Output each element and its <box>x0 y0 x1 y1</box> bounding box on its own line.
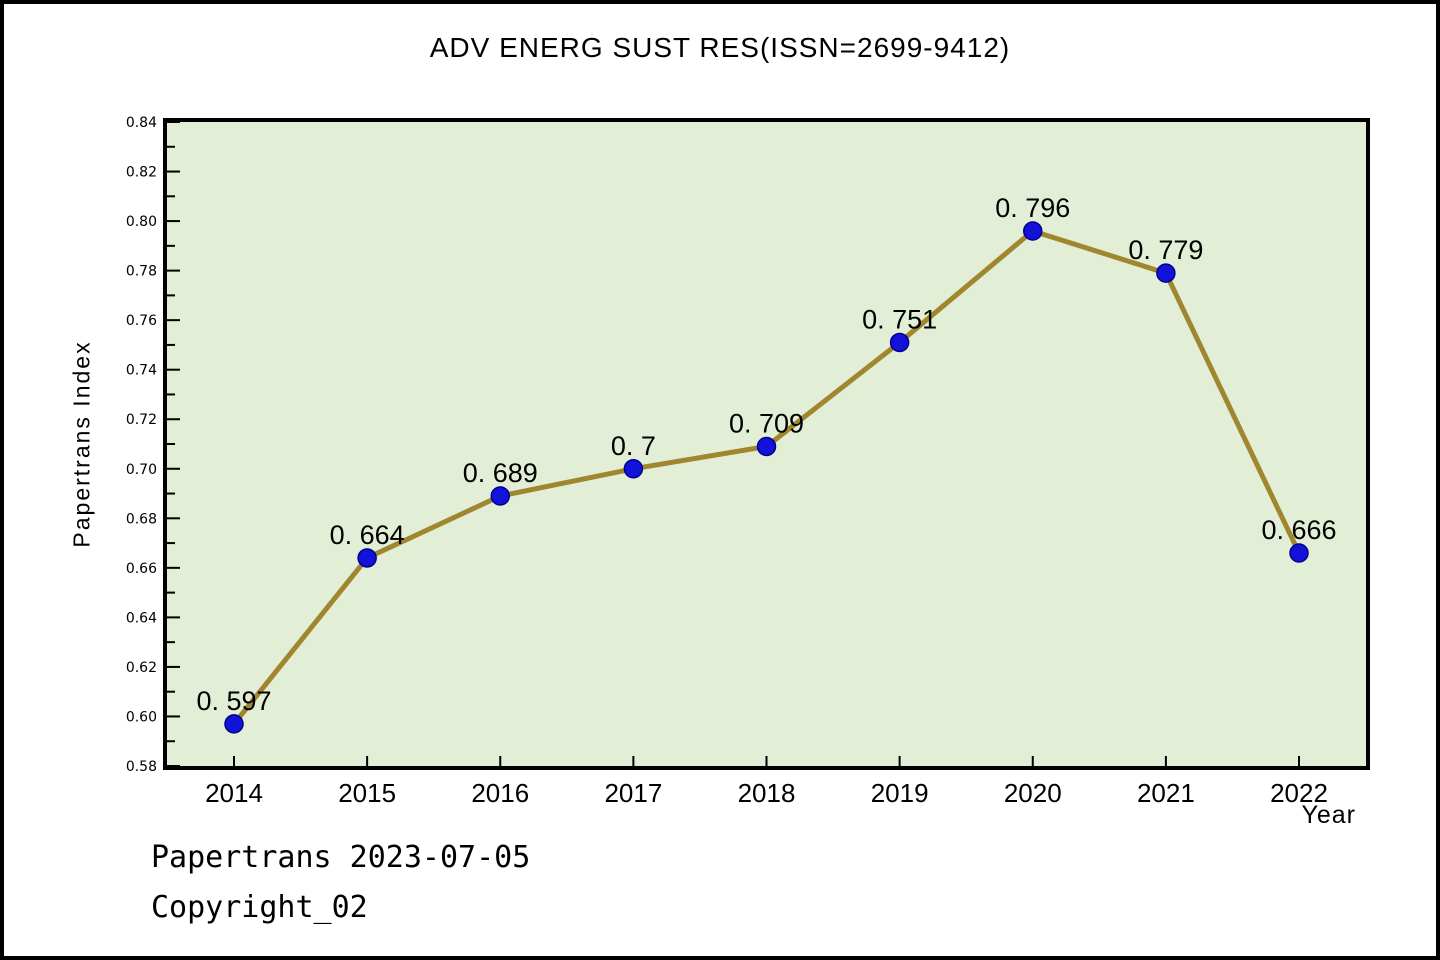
y-tick-label: 0.84 <box>126 115 157 131</box>
data-point <box>623 459 644 479</box>
data-point-label: 0. 796 <box>995 193 1070 223</box>
data-point <box>1023 221 1043 241</box>
x-tick-label: 2016 <box>471 778 529 808</box>
data-point <box>889 332 910 353</box>
y-tick-label: 0.64 <box>126 610 157 626</box>
data-point <box>224 714 244 734</box>
data-point-label: 0. 751 <box>862 304 937 334</box>
x-tick-label: 2015 <box>338 778 396 808</box>
y-tick-label: 0.82 <box>126 165 157 181</box>
data-point-label: 0. 666 <box>1261 515 1336 545</box>
y-tick-label: 0.62 <box>126 660 157 676</box>
x-tick-label: 2014 <box>205 778 263 808</box>
footer-date: Papertrans 2023-07-05 <box>151 840 531 875</box>
x-tick-label: 2020 <box>1004 778 1062 808</box>
data-point-label: 0. 664 <box>330 520 405 550</box>
data-point <box>1289 543 1309 563</box>
y-tick-label: 0.70 <box>126 462 157 478</box>
chart-svg: 0.58 0.60 0.62 0.64 0.66 0.68 0.70 0.72 0.74 0.76… <box>126 115 1366 808</box>
y-tick-label: 0.74 <box>126 363 157 379</box>
y-tick-label: 0.68 <box>126 511 157 527</box>
data-point <box>357 548 377 568</box>
x-tick-label: 2019 <box>871 778 929 808</box>
y-tick-label: 0.72 <box>126 412 157 428</box>
y-axis-label: Papertrans Index <box>68 340 95 548</box>
plot-area: 0.58 0.60 0.62 0.64 0.66 0.68 0.70 0.72 0.74 0.76… <box>126 115 1370 808</box>
data-point-label: 0. 689 <box>463 458 538 488</box>
data-point <box>1156 263 1176 283</box>
y-tick-label: 0.80 <box>126 214 157 230</box>
x-axis-label: Year <box>1301 801 1356 829</box>
data-point-label: 0. 779 <box>1128 235 1203 265</box>
data-point-label: 0. 7 <box>611 431 656 461</box>
y-tick-label: 0.58 <box>126 759 157 775</box>
y-tick-label: 0.66 <box>126 561 157 577</box>
data-point <box>490 486 510 506</box>
x-tick-label: 2021 <box>1137 778 1195 808</box>
x-tick-label: 2017 <box>604 778 662 808</box>
data-point <box>756 436 777 457</box>
data-point-label: 0. 597 <box>196 686 271 716</box>
chart-title: ADV ENERG SUST RES(ISSN=2699-9412) <box>429 32 1011 63</box>
x-tick-label: 2018 <box>738 778 796 808</box>
data-point-label: 0. 709 <box>729 408 804 438</box>
footer-copyright: Copyright_02 <box>151 890 368 925</box>
x-tick-label: 2022 <box>1270 778 1328 808</box>
y-tick-label: 0.78 <box>126 264 157 280</box>
y-tick-label: 0.60 <box>126 709 157 725</box>
y-tick-label: 0.76 <box>126 313 157 329</box>
